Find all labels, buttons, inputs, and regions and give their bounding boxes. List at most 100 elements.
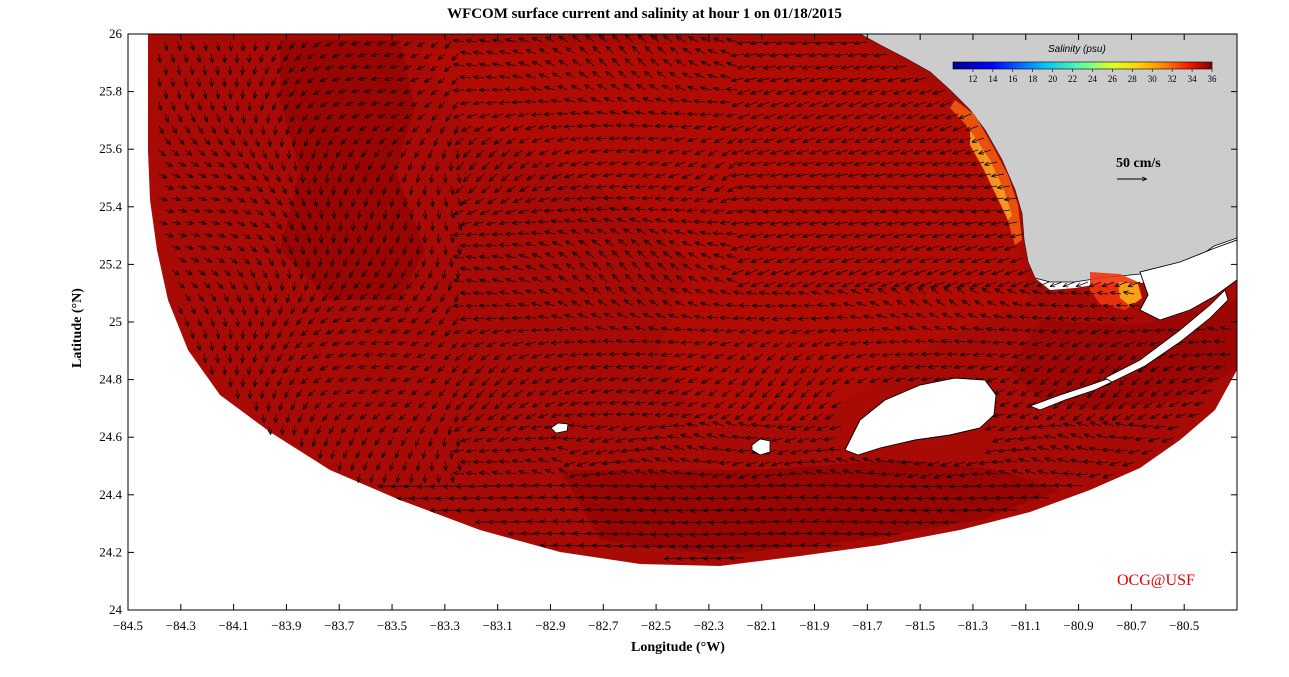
current-vector (296, 77, 303, 83)
current-vector (709, 50, 719, 55)
current-vector (689, 37, 699, 43)
current-vector (671, 48, 680, 55)
current-vector (580, 72, 589, 79)
current-vector (790, 66, 803, 68)
current-vector (777, 66, 790, 68)
current-vector (327, 90, 335, 93)
current-vector (172, 101, 174, 110)
current-vector (771, 54, 784, 56)
current-vector (229, 137, 234, 145)
colorbar-title: Salinity (psu) (1048, 44, 1106, 55)
current-vector (709, 75, 719, 79)
current-vector (836, 77, 849, 81)
current-vector (254, 89, 256, 98)
current-vector (855, 42, 868, 44)
current-vector (392, 42, 400, 45)
current-vector (585, 85, 595, 91)
current-vector (314, 65, 322, 70)
current-vector (513, 76, 524, 78)
current-vector (302, 65, 309, 71)
current-vector (467, 40, 478, 42)
current-vector (759, 125, 771, 130)
current-vector (630, 125, 641, 126)
current-vector (651, 36, 660, 43)
current-vector (573, 36, 582, 43)
current-vector (765, 89, 777, 94)
current-vector (165, 89, 167, 98)
current-vector (817, 89, 829, 94)
current-vector (242, 65, 243, 74)
current-vector (771, 77, 784, 81)
current-vector (386, 125, 394, 131)
current-vector (745, 77, 758, 81)
current-vector (613, 59, 621, 67)
current-vector (777, 42, 790, 44)
current-vector (1032, 438, 1044, 439)
current-vector (317, 137, 322, 145)
current-vector (862, 77, 875, 81)
current-vector (664, 36, 673, 43)
colorbar-tick-label: 28 (1128, 74, 1138, 84)
y-tick-label: 24.8 (99, 372, 122, 387)
current-vector (284, 53, 290, 60)
current-vector (279, 113, 282, 122)
current-vector (493, 64, 504, 66)
y-tick-label: 25.6 (99, 141, 122, 156)
current-vector (254, 65, 256, 74)
current-vector (506, 63, 517, 66)
current-vector (480, 40, 491, 42)
credit-label: OCG@USF (1117, 572, 1195, 589)
current-vector (421, 137, 426, 145)
current-vector (439, 101, 446, 108)
current-vector (947, 113, 959, 118)
current-vector (418, 41, 426, 46)
current-vector (211, 53, 213, 62)
current-vector (217, 41, 219, 50)
current-vector (278, 65, 283, 73)
current-vector (500, 76, 511, 78)
current-vector (400, 125, 407, 131)
current-vector (785, 125, 797, 130)
y-tick-label: 25.8 (99, 84, 122, 99)
current-vector (426, 101, 433, 107)
current-vector (684, 49, 693, 55)
current-vector (739, 113, 751, 118)
current-vector (677, 36, 686, 43)
current-vector (439, 53, 446, 59)
current-vector (474, 102, 485, 104)
current-vector (434, 137, 439, 145)
current-vector (230, 89, 231, 98)
current-vector (580, 522, 595, 523)
current-vector (1065, 306, 1076, 307)
current-vector (702, 38, 712, 43)
x-tick-label: −83.3 (430, 618, 460, 633)
current-vector (778, 89, 790, 94)
colorbar-tick-label: 32 (1168, 74, 1177, 84)
current-vector (284, 77, 290, 84)
current-vector (914, 77, 927, 81)
current-vector (372, 78, 381, 79)
current-vector (928, 101, 940, 106)
colorbar-tick-label: 30 (1148, 74, 1158, 84)
current-vector (708, 102, 719, 103)
current-vector (571, 113, 582, 114)
current-vector (572, 86, 582, 91)
current-vector (804, 89, 816, 94)
current-vector (522, 534, 537, 535)
current-vector (540, 74, 550, 79)
current-vector (560, 37, 569, 43)
current-vector (340, 113, 348, 118)
current-vector (346, 78, 355, 80)
current-vector (1051, 281, 1063, 286)
current-vector (172, 53, 174, 62)
current-vector (908, 113, 920, 118)
current-vector (261, 53, 263, 62)
current-vector (468, 113, 478, 118)
x-axis-label: Longitude (°W) (631, 640, 725, 655)
current-vector (291, 113, 296, 121)
current-vector (751, 42, 764, 44)
current-vector (745, 54, 758, 56)
current-vector (327, 41, 335, 46)
current-vector (378, 42, 387, 44)
x-tick-label: −82.1 (747, 618, 777, 633)
